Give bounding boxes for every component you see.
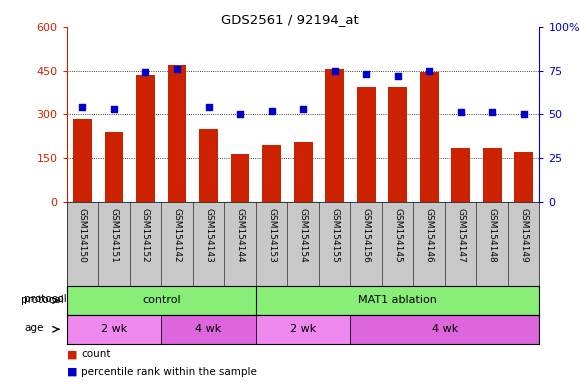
Bar	[67, 315, 161, 344]
Bar	[161, 315, 256, 344]
Text: GSM154149: GSM154149	[519, 209, 528, 263]
Text: ■: ■	[67, 366, 77, 377]
Bar	[514, 152, 533, 202]
Text: GDS2561 / 92194_at: GDS2561 / 92194_at	[221, 13, 359, 26]
Text: percentile rank within the sample: percentile rank within the sample	[81, 366, 257, 377]
Point	[298, 106, 307, 112]
Point	[109, 106, 119, 112]
Bar	[388, 86, 407, 202]
Text: GSM154143: GSM154143	[204, 209, 213, 263]
Text: 2 wk: 2 wk	[101, 324, 127, 334]
Text: age: age	[24, 323, 44, 333]
Text: GSM154151: GSM154151	[110, 209, 118, 263]
Point	[361, 71, 371, 77]
Point	[172, 66, 182, 72]
Point	[141, 69, 150, 75]
Point	[456, 109, 465, 116]
Text: count: count	[81, 349, 111, 359]
Bar	[73, 119, 92, 202]
Bar	[262, 145, 281, 202]
Bar	[420, 72, 438, 202]
Text: GSM154144: GSM154144	[235, 209, 245, 263]
Text: GSM154153: GSM154153	[267, 209, 276, 263]
Text: 4 wk: 4 wk	[195, 324, 222, 334]
Bar	[483, 148, 502, 202]
Text: GSM154146: GSM154146	[425, 209, 434, 263]
Text: GSM154156: GSM154156	[361, 209, 371, 263]
Point	[425, 68, 434, 74]
Bar	[350, 315, 539, 344]
Text: protocol: protocol	[21, 295, 64, 306]
Text: protocol: protocol	[24, 294, 67, 304]
Text: GSM154147: GSM154147	[456, 209, 465, 263]
Bar	[199, 129, 218, 202]
Text: control: control	[142, 295, 180, 306]
Bar	[325, 69, 344, 202]
Text: GSM154152: GSM154152	[141, 209, 150, 263]
Point	[487, 109, 496, 116]
Bar	[231, 154, 249, 202]
Point	[235, 111, 245, 118]
Text: 4 wk: 4 wk	[432, 324, 458, 334]
Text: GSM154142: GSM154142	[172, 209, 182, 263]
Text: GSM154145: GSM154145	[393, 209, 402, 263]
Bar	[256, 315, 350, 344]
Bar	[357, 86, 375, 202]
Point	[519, 111, 528, 118]
Text: GSM154148: GSM154148	[488, 209, 496, 263]
Text: GSM154150: GSM154150	[78, 209, 87, 263]
Text: GSM154155: GSM154155	[330, 209, 339, 263]
Point	[267, 108, 276, 114]
Bar	[168, 65, 186, 202]
Text: MAT1 ablation: MAT1 ablation	[358, 295, 437, 306]
Bar	[104, 132, 124, 202]
Bar	[451, 148, 470, 202]
Bar	[293, 142, 313, 202]
Text: 2 wk: 2 wk	[290, 324, 316, 334]
Text: ■: ■	[67, 349, 77, 359]
Bar	[136, 75, 155, 202]
Text: GSM154154: GSM154154	[299, 209, 307, 263]
Point	[393, 73, 403, 79]
Point	[330, 68, 339, 74]
Point	[78, 104, 87, 110]
Point	[204, 104, 213, 110]
